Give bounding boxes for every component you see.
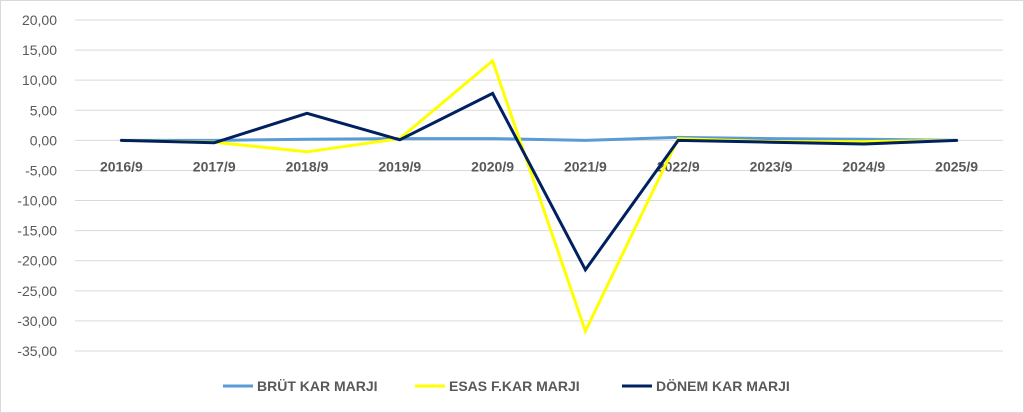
y-tick-label: -35,00 — [17, 343, 57, 359]
y-tick-label: -5,00 — [25, 162, 57, 178]
y-tick-label: -20,00 — [17, 253, 57, 269]
y-tick-label: -25,00 — [17, 283, 57, 299]
series-line-1 — [119, 135, 959, 142]
x-tick-label: 2023/9 — [750, 158, 793, 174]
x-tick-label: 2018/9 — [286, 158, 329, 174]
legend: BRÜT KAR MARJI ESAS F.KAR MARJI DÖNEM KAR … — [223, 378, 790, 394]
x-tick-label: 2021/9 — [564, 158, 607, 174]
y-tick-label: -10,00 — [17, 193, 57, 209]
x-tick-label: 2019/9 — [378, 158, 421, 174]
gridlines — [75, 19, 1003, 352]
legend-label: ESAS F.KAR MARJI — [449, 378, 580, 394]
x-tick-label: 2016/9 — [100, 158, 143, 174]
x-tick-label: 2024/9 — [842, 158, 885, 174]
legend-label: BRÜT KAR MARJI — [257, 378, 378, 394]
y-axis-ticks: 20,00 15,00 10,00 5,00 0,00 -5,00 -10,00 -15,00… — [17, 12, 57, 359]
series-lines — [119, 58, 959, 336]
x-tick-label: 2020/9 — [471, 158, 514, 174]
y-tick-label: -30,00 — [17, 313, 57, 329]
y-tick-label: 5,00 — [30, 102, 57, 118]
y-tick-label: 20,00 — [22, 12, 57, 28]
x-tick-label: 2017/9 — [193, 158, 236, 174]
series-line-3 — [119, 91, 959, 273]
legend-label: DÖNEM KAR MARJI — [656, 378, 790, 394]
y-tick-label: 15,00 — [22, 42, 57, 58]
y-tick-label: 10,00 — [22, 72, 57, 88]
y-tick-label: 0,00 — [30, 132, 57, 148]
x-tick-label: 2025/9 — [935, 158, 978, 174]
y-tick-label: -15,00 — [17, 223, 57, 239]
x-axis-ticks: 2016/9 2017/9 2018/9 2019/9 2020/9 2021/9 2022… — [100, 158, 978, 174]
